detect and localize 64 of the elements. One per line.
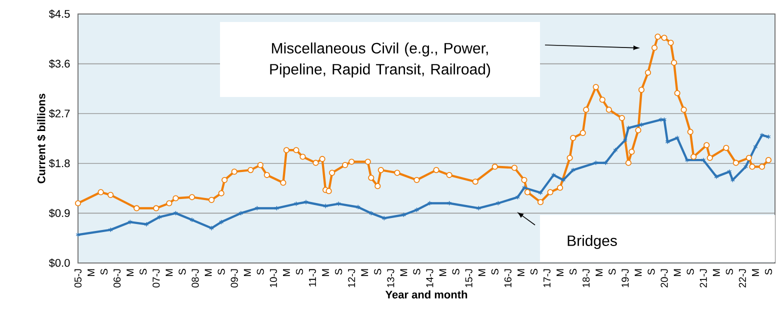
x-tick-label: M — [361, 269, 368, 276]
x-tick-label: S — [530, 268, 538, 275]
x-tick-label: S — [140, 268, 147, 275]
x-tick-label: 22-J — [738, 269, 746, 288]
x-tick-label: M — [439, 269, 446, 276]
x-tick-label: 15-J — [465, 269, 472, 288]
x-tick-label: M — [126, 269, 134, 276]
x-tick-label: 08-J — [192, 269, 199, 288]
x-tick-label: M — [204, 269, 212, 276]
x-tick-label: S — [648, 268, 655, 275]
x-tick-label: S — [218, 268, 225, 275]
x-tick-label: S — [570, 268, 577, 275]
x-tick-label: M — [166, 269, 173, 276]
x-tick-label: M — [283, 269, 290, 276]
x-tick-label: M — [634, 269, 642, 276]
x-tick-label: M — [478, 269, 486, 276]
x-tick-label: 12-J — [348, 269, 356, 288]
x-tick-label: S — [374, 268, 382, 275]
x-tick-label: S — [178, 268, 186, 275]
x-tick-label: S — [491, 268, 498, 275]
y-tick-label: $4.5 — [48, 10, 70, 18]
x-tick-label: S — [296, 268, 304, 275]
x-tick-label: M — [244, 269, 251, 276]
x-tick-label: 06-J — [114, 269, 121, 288]
x-tick-label: 05-J — [74, 269, 82, 288]
annotation: Bridges — [568, 235, 617, 249]
x-tick-label: S — [256, 268, 264, 275]
x-tick-label: M — [674, 269, 681, 276]
x-tick-label: 19-J — [622, 269, 629, 288]
x-tick-label: M — [400, 269, 408, 276]
x-tick-label: S — [726, 268, 733, 275]
x-tick-label: M — [88, 269, 94, 276]
x-tick-label: 17-J — [544, 269, 550, 288]
x-tick-label: 16-J — [504, 269, 512, 288]
y-tick-label: $0.0 — [48, 258, 70, 268]
x-tick-label: M — [322, 269, 329, 276]
y-tick-label: $3.6 — [48, 59, 70, 68]
x-tick-label: 21-J — [700, 269, 707, 288]
y-tick-label: $0.9 — [48, 208, 70, 218]
x-tick-label: 11-J — [309, 269, 316, 286]
x-tick-label: S — [764, 268, 772, 275]
y-tick-label: $2.7 — [48, 109, 70, 118]
x-tick-label: S — [413, 268, 420, 275]
x-tick-label: M — [556, 269, 564, 276]
annotation: Miscellaneous Civil (e.g., Power, Pipeline, Rapid Transit, Railroad) — [270, 42, 490, 78]
x-tick-label: S — [686, 268, 694, 275]
x-tick-label: 07-J — [152, 269, 160, 288]
y-tick-label: $1.8 — [48, 158, 70, 168]
x-tick-label: S — [100, 268, 108, 275]
x-tick-label: 13-J — [387, 269, 394, 288]
x-tick-label: 09-J — [230, 269, 238, 288]
x-tick-label: 14-J — [426, 269, 434, 288]
x-tick-label: S — [335, 268, 342, 275]
y-axis-title: Current $ billions — [36, 94, 46, 184]
x-tick-label: S — [608, 268, 616, 275]
x-tick-label: 10-J — [270, 269, 277, 288]
x-axis-title: Year and month — [385, 290, 468, 299]
x-tick-label: M — [712, 269, 720, 276]
x-tick-label: 18-J — [582, 269, 590, 288]
x-tick-label: M — [518, 269, 524, 276]
x-tick-label: M — [752, 269, 759, 276]
x-tick-label: 20-J — [660, 269, 668, 288]
x-tick-label: M — [596, 269, 603, 276]
x-tick-label: S — [452, 268, 460, 275]
